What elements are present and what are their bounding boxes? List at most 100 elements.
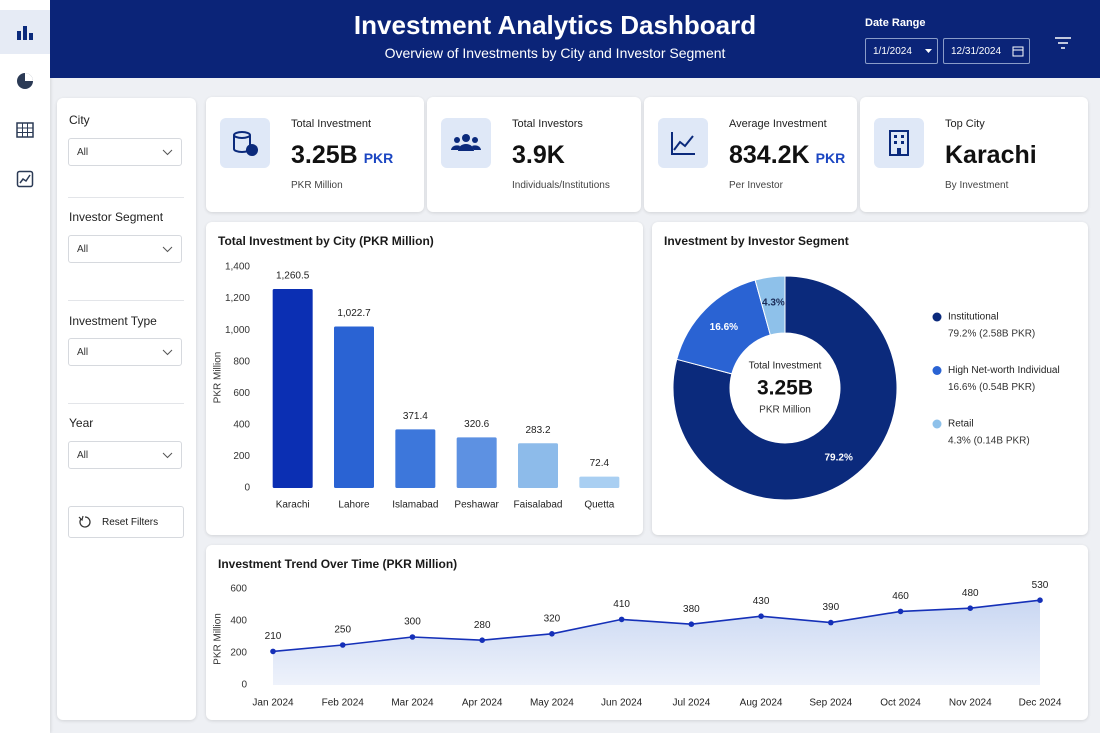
kpi-card: Total Investors 3.9K Individuals/Institu… xyxy=(427,97,641,212)
kpi-icon xyxy=(658,118,708,168)
slice-label: 79.2% xyxy=(824,452,852,463)
kpi-value: 3.9K xyxy=(512,141,565,169)
x-tick-label: Mar 2024 xyxy=(391,698,434,709)
filter-dropdown[interactable]: All xyxy=(68,441,182,469)
kpi-unit: PKR xyxy=(363,150,394,166)
page-title: Investment Analytics Dashboard xyxy=(353,10,757,40)
kpi-unit: PKR xyxy=(815,150,846,166)
x-tick-label: May 2024 xyxy=(530,698,574,709)
nav-pie-icon[interactable] xyxy=(16,72,34,90)
y-axis-title: PKR Million xyxy=(213,352,224,404)
y-tick-label: 1,200 xyxy=(225,293,250,304)
start-date-input[interactable]: 1/1/2024 xyxy=(865,38,938,64)
legend-marker xyxy=(932,366,942,375)
filter-dropdown[interactable]: All xyxy=(68,338,182,366)
kpi-card: Total Investment 3.25B PKR PKR Million xyxy=(206,97,424,212)
filter-icon[interactable] xyxy=(1054,36,1072,50)
x-tick-label: Apr 2024 xyxy=(462,698,503,709)
y-tick-label: 400 xyxy=(230,616,247,627)
filter-label: City xyxy=(69,113,90,127)
filter-value: All xyxy=(77,347,89,358)
x-tick-label: Islamabad xyxy=(392,500,438,511)
y-tick-label: 200 xyxy=(230,648,247,659)
bar-value-label: 72.4 xyxy=(590,458,610,469)
point-label: 480 xyxy=(962,588,979,599)
trend-point xyxy=(549,631,555,637)
pie-chart-card: Investment by Investor Segment 79.2% Insti… xyxy=(652,222,1088,535)
chevron xyxy=(162,246,173,253)
filter-dropdown[interactable]: All xyxy=(68,235,182,263)
reset-button[interactable]: Reset Filters xyxy=(68,506,184,538)
chevron xyxy=(162,149,173,156)
bar-chart: Total Investment by City (PKR Million) PK… xyxy=(213,234,620,511)
trend-line xyxy=(272,599,1041,653)
kpi-value: 834.2K xyxy=(729,141,810,169)
legend-marker xyxy=(932,312,942,322)
line-chart-card: Investment Trend Over Time (PKR Million)… xyxy=(206,545,1088,720)
kpi-caption: By Investment xyxy=(945,180,1009,191)
slice-label: 16.6% xyxy=(710,322,738,333)
header: Investment Analytics Dashboard Overview … xyxy=(50,0,1100,78)
legend-detail: 79.2% (2.58B PKR) xyxy=(948,329,1035,340)
kpi-caption: Individuals/Institutions xyxy=(512,180,610,191)
point-label: 250 xyxy=(334,625,351,636)
bar-value-label: 320.6 xyxy=(464,419,489,430)
y-tick-label: 400 xyxy=(233,419,250,430)
x-tick-label: Aug 2024 xyxy=(740,698,783,709)
trend-point xyxy=(409,634,416,640)
start-date: 1/1/2024 xyxy=(873,46,912,57)
trend-point xyxy=(758,613,764,619)
legend-label: Retail xyxy=(948,419,974,430)
chevron xyxy=(162,452,173,459)
chevron xyxy=(162,349,173,356)
trend-point xyxy=(897,608,904,615)
kpi-value: Karachi xyxy=(945,141,1037,169)
nav-table-icon[interactable] xyxy=(16,121,34,139)
kpi-title: Total Investment xyxy=(291,118,372,130)
point-label: 300 xyxy=(404,617,421,628)
y-tick-label: 800 xyxy=(233,356,250,367)
trend-area xyxy=(273,600,1040,685)
kpi-icon xyxy=(220,118,270,168)
kpi-value-row: 834.2K PKR xyxy=(729,141,845,170)
bar-value-label: 1,260.5 xyxy=(276,271,310,282)
kpi-value-row: 3.25B PKR xyxy=(291,141,393,170)
x-tick-label: Jan 2024 xyxy=(252,698,294,709)
nav-bar-icon[interactable] xyxy=(16,23,34,41)
chart-title: Investment Trend Over Time (PKR Million) xyxy=(218,557,457,571)
x-tick-label: Jun 2024 xyxy=(601,698,643,709)
date-range-label: Date Range xyxy=(865,17,926,29)
y-tick-label: 1,000 xyxy=(225,325,250,336)
point-label: 280 xyxy=(474,620,491,631)
x-tick-label: Dec 2024 xyxy=(1019,698,1062,709)
legend-marker xyxy=(932,419,942,429)
point-label: 530 xyxy=(1032,580,1049,591)
x-tick-label: Quetta xyxy=(584,500,614,511)
x-tick-label: Peshawar xyxy=(454,500,499,511)
separator xyxy=(68,300,184,301)
reset-label: Reset Filters xyxy=(102,517,159,528)
filter-value: All xyxy=(77,244,89,255)
bar-value-label: 371.4 xyxy=(403,411,428,422)
nav-report-icon[interactable] xyxy=(16,170,34,188)
filter-dropdown[interactable]: All xyxy=(68,138,182,166)
trend-point xyxy=(688,621,695,627)
x-tick-label: Feb 2024 xyxy=(322,698,365,709)
end-date-input[interactable]: 12/31/2024 xyxy=(943,38,1030,64)
separator xyxy=(68,197,184,198)
trend-point xyxy=(618,616,625,623)
kpi-card: Top City Karachi By Investment xyxy=(860,97,1088,212)
separator xyxy=(68,403,184,404)
end-date: 12/31/2024 xyxy=(951,46,1002,57)
point-label: 380 xyxy=(683,604,700,615)
filter-value: All xyxy=(77,147,89,158)
filter-value: All xyxy=(77,450,89,461)
bar xyxy=(395,429,436,488)
x-tick-label: Lahore xyxy=(338,500,370,511)
y-tick-label: 600 xyxy=(233,388,250,399)
trend-point xyxy=(270,648,276,655)
point-label: 320 xyxy=(544,613,561,624)
x-tick-label: Nov 2024 xyxy=(949,698,992,709)
caret xyxy=(925,49,932,53)
